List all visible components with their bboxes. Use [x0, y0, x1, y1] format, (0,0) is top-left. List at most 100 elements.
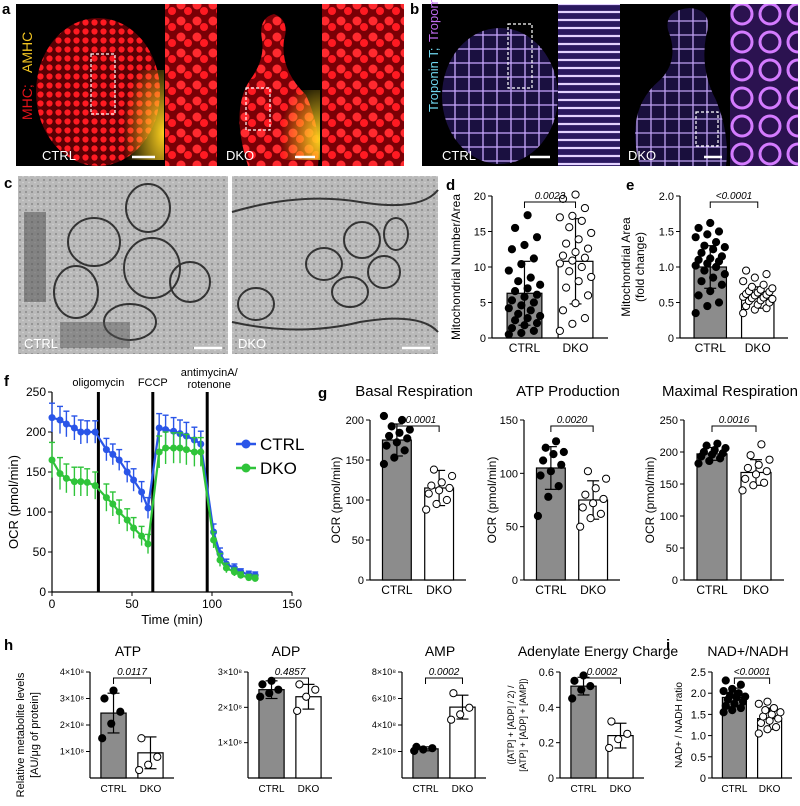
- y-tick-label: 200: [346, 415, 364, 427]
- y-tick-label: 1×10⁸: [60, 747, 84, 757]
- dko-mitochondria: [237, 217, 409, 321]
- significance-bracket: [396, 425, 440, 432]
- data-point: [419, 745, 428, 754]
- data-point: [504, 330, 513, 339]
- y-tick-label: 100: [660, 511, 678, 523]
- data-point: [526, 306, 535, 315]
- data-point: [245, 574, 253, 582]
- y-tick-label: 150: [26, 465, 46, 479]
- x-tick-label: DKO: [580, 583, 606, 597]
- p-value: <0.0001: [400, 415, 436, 426]
- data-point: [429, 465, 439, 474]
- bar-dko: [740, 471, 772, 581]
- data-point: [109, 500, 117, 508]
- ctrl-heart-image: [36, 18, 164, 166]
- y-tick-label: 1.5: [659, 227, 674, 239]
- p-value: <0.0001: [716, 191, 752, 202]
- data-point: [510, 223, 520, 233]
- data-point: [558, 251, 568, 260]
- data-point: [587, 228, 596, 238]
- data-point: [222, 564, 230, 572]
- bar-ctrl: [412, 748, 439, 779]
- injection-label: rotenone: [187, 379, 230, 391]
- data-point: [56, 416, 64, 424]
- bar-ctrl: [258, 689, 285, 779]
- p-value: 0.4857: [275, 667, 306, 678]
- data-point: [709, 273, 718, 282]
- y-tick-label: 2.0: [691, 688, 706, 700]
- data-point: [48, 456, 56, 464]
- x-tick-label: CTRL: [721, 784, 748, 795]
- y-tick-label: 200: [660, 447, 678, 459]
- y-axis-label: NAD+ / NADH ratio: [674, 682, 685, 768]
- data-point: [761, 706, 770, 715]
- bar-ctrl: [570, 685, 597, 779]
- data-point: [691, 309, 700, 318]
- y-axis-label: Mitochondrial Number/Area: [449, 194, 463, 340]
- panel-letter-f: f: [4, 373, 10, 390]
- data-point: [769, 703, 779, 713]
- chart-title: ATP: [115, 643, 141, 659]
- p-value: 0.0002: [429, 667, 460, 678]
- series-line-dko: [199, 451, 215, 541]
- data-point: [155, 424, 163, 432]
- x-tick-label: CTRL: [100, 784, 127, 795]
- y-tick-label: 0: [548, 773, 554, 785]
- y-tick-label: 3×10⁸: [60, 694, 84, 704]
- data-point: [392, 438, 401, 447]
- chart-title: AMP: [425, 643, 455, 659]
- panel-letter-a: a: [2, 1, 11, 18]
- x-tick-label: DKO: [298, 784, 320, 795]
- data-point: [568, 694, 577, 703]
- data-point: [721, 444, 730, 453]
- data-point: [757, 440, 766, 449]
- data-point: [449, 689, 458, 698]
- data-point: [116, 707, 125, 716]
- y-tick-label: 150: [346, 455, 364, 467]
- data-point: [771, 723, 781, 732]
- x-tick-label: CTRL: [381, 583, 413, 597]
- data-point: [700, 241, 709, 250]
- y-axis-label: Relative metabolite levels: [15, 672, 27, 797]
- data-point: [536, 471, 545, 480]
- panel-letter-d: d: [446, 177, 455, 194]
- y-tick-label: 200: [26, 425, 46, 439]
- data-point: [536, 280, 545, 289]
- data-point: [720, 270, 729, 279]
- dko-label-b: DKO: [628, 148, 656, 163]
- data-point: [529, 254, 538, 263]
- data-point: [91, 482, 99, 490]
- data-point: [599, 494, 608, 504]
- data-point: [717, 280, 727, 289]
- data-point: [422, 505, 431, 514]
- injection-label: oligomycin: [72, 377, 124, 389]
- data-point: [691, 233, 700, 242]
- data-point: [706, 287, 715, 296]
- data-point: [694, 223, 703, 233]
- data-point: [98, 734, 107, 743]
- significance-bracket: [113, 677, 151, 684]
- data-point: [750, 273, 759, 282]
- data-point: [754, 699, 763, 708]
- data-point: [162, 444, 170, 452]
- ctrl-label-c: CTRL: [24, 336, 58, 351]
- y-tick-label: 0: [358, 575, 364, 587]
- data-point: [709, 245, 718, 254]
- data-point: [456, 710, 465, 719]
- y-tick-label: 20: [474, 191, 486, 203]
- data-point: [432, 499, 441, 509]
- data-point: [170, 444, 178, 452]
- significance-bracket: [583, 677, 621, 684]
- data-point: [703, 301, 712, 311]
- data-point: [412, 742, 421, 751]
- data-point: [568, 256, 577, 265]
- data-point: [574, 277, 583, 286]
- panel-letter-c: c: [4, 175, 12, 192]
- x-tick-label: CTRL: [695, 341, 727, 355]
- p-value: 0.0117: [117, 667, 147, 678]
- data-point: [182, 446, 190, 454]
- data-point: [713, 439, 722, 448]
- injection-label: FCCP: [138, 377, 168, 389]
- data-point: [428, 744, 437, 753]
- data-point: [507, 323, 517, 333]
